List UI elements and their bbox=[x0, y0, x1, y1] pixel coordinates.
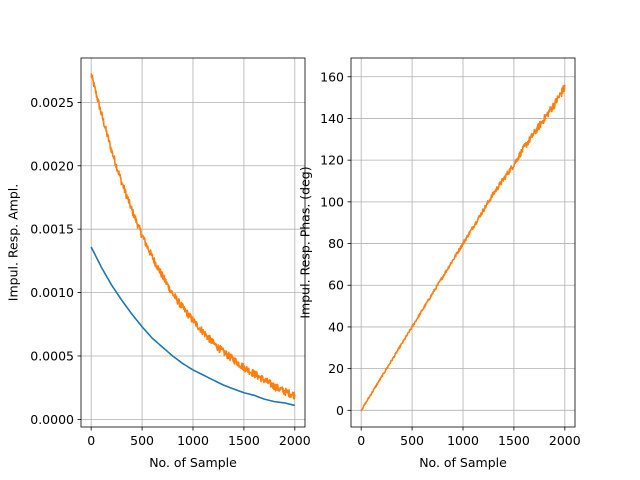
right-plot-y-axis-label: Impul. Resp. Phas. (deg) bbox=[298, 166, 313, 318]
right-plot-series-line-1 bbox=[360, 84, 566, 412]
right-plot-y-tick-label: 20 bbox=[328, 361, 344, 376]
left-plot-grid bbox=[81, 58, 305, 427]
right-plot-series bbox=[360, 84, 566, 412]
right-plot-x-tick-label: 1500 bbox=[498, 433, 530, 448]
right-plot-y-tick-label: 0 bbox=[336, 403, 344, 418]
left-plot-series bbox=[90, 73, 296, 407]
right-plot-grid bbox=[351, 58, 575, 427]
left-plot-y-ticks: 0.0000 0.0005 0.0010 0.0015 0.0020 0.0025 bbox=[30, 95, 81, 427]
right-plot-x-tick-label: 2000 bbox=[549, 433, 581, 448]
right-plot-x-tick-label: 500 bbox=[400, 433, 424, 448]
right-plot-x-ticks: 0 500 1000 1500 2000 bbox=[357, 427, 581, 448]
left-plot-x-tick-label: 1500 bbox=[228, 433, 260, 448]
right-plot-y-tick-label: 80 bbox=[328, 236, 344, 251]
right-plot-y-ticks: 0 20 40 60 80 100 120 140 160 bbox=[320, 69, 351, 418]
left-plot-x-tick-label: 500 bbox=[130, 433, 154, 448]
left-plot-y-tick-label: 0.0020 bbox=[30, 158, 74, 173]
left-plot-y-axis-label: Impul. Resp. Ampl. bbox=[6, 184, 21, 301]
left-plot-y-tick-label: 0.0025 bbox=[30, 95, 74, 110]
left-plot-y-tick-label: 0.0010 bbox=[30, 285, 74, 300]
right-plot-y-tick-label: 140 bbox=[320, 111, 344, 126]
right-plot-x-tick-label: 1000 bbox=[447, 433, 479, 448]
right-plot-y-tick-label: 60 bbox=[328, 278, 344, 293]
left-plot: 0 500 1000 1500 2000 0.0000 0.0005 0.0010 0.001… bbox=[6, 57, 311, 470]
left-plot-series-line-1 bbox=[90, 246, 296, 407]
left-plot-x-tick-label: 2000 bbox=[279, 433, 311, 448]
right-plot-y-tick-label: 160 bbox=[320, 69, 344, 84]
left-plot-series-line-2 bbox=[90, 73, 296, 400]
left-plot-x-ticks: 0 500 1000 1500 2000 bbox=[87, 427, 311, 448]
left-plot-x-tick-label: 1000 bbox=[177, 433, 209, 448]
left-plot-x-tick-label: 0 bbox=[87, 433, 95, 448]
left-plot-y-tick-label: 0.0005 bbox=[30, 348, 74, 363]
right-plot-y-tick-label: 40 bbox=[328, 319, 344, 334]
left-plot-y-tick-label: 0.0015 bbox=[30, 222, 74, 237]
right-plot-y-tick-label: 120 bbox=[320, 153, 344, 168]
right-plot-x-tick-label: 0 bbox=[357, 433, 365, 448]
left-plot-x-axis-label: No. of Sample bbox=[149, 455, 237, 470]
right-plot-x-axis-label: No. of Sample bbox=[419, 455, 507, 470]
right-plot: 0 500 1000 1500 2000 0 20 40 60 80 100 120 140 160 N… bbox=[298, 57, 581, 470]
right-plot-y-tick-label: 100 bbox=[320, 194, 344, 209]
left-plot-y-tick-label: 0.0000 bbox=[30, 412, 74, 427]
